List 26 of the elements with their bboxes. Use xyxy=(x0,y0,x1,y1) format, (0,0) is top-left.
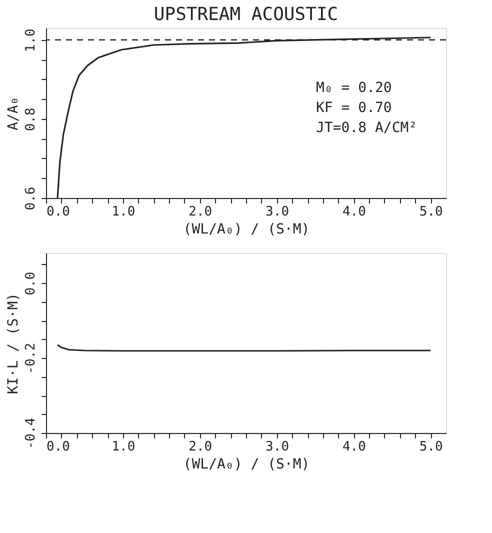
x-tick-label: 5.0 xyxy=(419,440,443,454)
annotation: KF = 0.70 xyxy=(316,100,392,116)
y-axis-title: A/A₀ xyxy=(6,96,22,130)
annotation: JT=0.8 A/CM² xyxy=(316,120,418,136)
x-tick-label: 2.0 xyxy=(188,440,212,454)
y-tick-label: 0.6 xyxy=(24,186,38,210)
x-axis-title: (WL/A₀) / (S·M) xyxy=(183,456,310,472)
x-tick-label: 0.0 xyxy=(46,440,70,454)
x-tick-label: 4.0 xyxy=(342,440,366,454)
x-tick-label: 3.0 xyxy=(266,440,290,454)
y-axis-title: KI·L / (S·M) xyxy=(6,292,22,394)
y-tick-label: 1.0 xyxy=(24,28,38,52)
y-tick-label: -0.2 xyxy=(24,342,38,374)
x-axis-title: (WL/A₀) / (S·M) xyxy=(183,222,310,238)
x-tick-label: 4.0 xyxy=(342,204,366,220)
y-tick-label: -0.4 xyxy=(24,418,38,450)
x-tick-label: 5.0 xyxy=(419,204,443,220)
x-tick-label: 0.0 xyxy=(46,204,70,220)
annotation: M₀ = 0.20 xyxy=(316,80,392,96)
x-tick-label: 1.0 xyxy=(112,440,136,454)
y-tick-label: 0.0 xyxy=(24,272,38,296)
x-tick-label: 3.0 xyxy=(266,204,290,220)
x-tick-label: 1.0 xyxy=(112,204,136,220)
y-tick-label: 0.8 xyxy=(24,108,38,132)
chart-title: UPSTREAM ACOUSTIC xyxy=(154,4,338,25)
x-tick-label: 2.0 xyxy=(188,204,212,220)
